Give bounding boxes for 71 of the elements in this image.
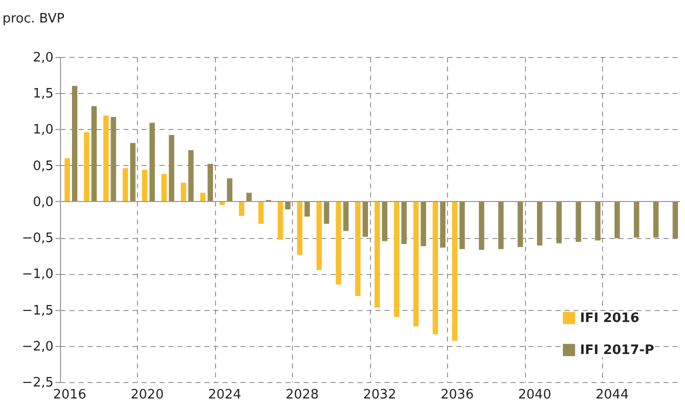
bar	[180, 182, 186, 202]
bar	[258, 201, 264, 224]
bar	[595, 201, 600, 240]
y-tick-label: −0,5	[22, 231, 54, 246]
bar	[413, 201, 419, 326]
y-tick-label: 2,0	[32, 50, 54, 66]
y-tick-label: −1,5	[22, 303, 54, 318]
y-tick-label: 1,0	[32, 122, 54, 138]
bar	[336, 201, 342, 284]
bar	[576, 201, 582, 242]
y-tick-label: 1,5	[32, 86, 54, 102]
bar	[634, 201, 640, 238]
legend-label: IFI 2016	[580, 311, 640, 326]
bar	[382, 201, 388, 242]
x-tick-label: 2032	[363, 388, 396, 402]
x-tick-label: 2036	[440, 388, 474, 402]
bar	[227, 178, 232, 202]
x-tick-label: 2024	[208, 388, 242, 402]
bar	[285, 201, 290, 210]
bar	[161, 174, 167, 202]
bar	[518, 201, 523, 247]
bar	[478, 201, 484, 250]
x-tick-label: 2044	[596, 388, 629, 402]
bar	[304, 201, 310, 217]
bar	[103, 116, 109, 202]
bar	[316, 201, 322, 270]
bar	[614, 201, 620, 238]
y-tick-label: −2,5	[22, 376, 54, 390]
bar	[394, 201, 400, 317]
bar	[84, 132, 90, 202]
bar	[653, 201, 659, 238]
bar	[324, 201, 330, 224]
y-axis-title: proc. BVP	[2, 12, 65, 26]
bar	[91, 106, 97, 202]
bar	[130, 142, 136, 202]
bar	[238, 201, 244, 216]
y-tick-label: −2,0	[22, 339, 54, 354]
y-tick-label: −1,0	[22, 267, 54, 282]
bar	[200, 192, 206, 202]
bar	[460, 201, 465, 250]
bar	[452, 201, 458, 341]
bar	[188, 150, 194, 202]
bar	[110, 116, 116, 202]
bar	[122, 168, 128, 202]
bar	[556, 201, 562, 244]
bar	[142, 170, 148, 202]
bar	[297, 201, 302, 255]
x-tick-label: 2028	[286, 388, 319, 402]
bar	[362, 201, 368, 237]
legend-label: IFI 2017-P	[580, 343, 654, 358]
bar	[150, 122, 155, 202]
bar	[420, 201, 426, 246]
bar	[440, 201, 446, 248]
x-tick-label: 2020	[130, 388, 164, 402]
bar	[72, 86, 78, 202]
bar	[498, 201, 504, 250]
bar	[432, 201, 438, 334]
bar	[355, 201, 361, 296]
y-tick-label: 0,0	[32, 194, 54, 210]
y-tick-label: 0,5	[32, 158, 54, 174]
bar	[64, 158, 70, 202]
x-tick-label: 2040	[518, 388, 552, 402]
bar	[278, 201, 284, 240]
bar	[537, 201, 542, 246]
bar	[208, 164, 213, 202]
bar	[672, 201, 678, 238]
bar	[343, 201, 349, 232]
bar	[168, 135, 174, 202]
x-tick-label: 2016	[53, 388, 86, 402]
bar	[401, 201, 407, 244]
bar	[374, 201, 380, 308]
